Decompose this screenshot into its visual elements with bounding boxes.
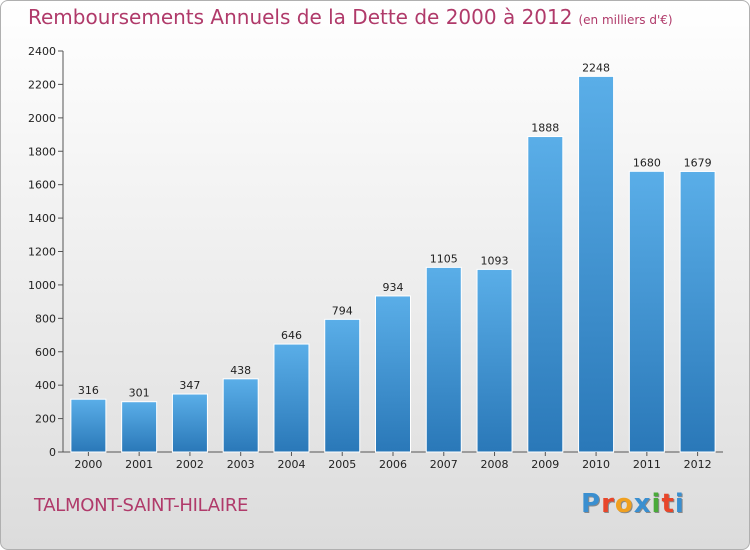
logo-letter: P: [581, 489, 602, 519]
y-tick-label: 400: [35, 379, 56, 392]
bar-value-label: 646: [281, 329, 302, 342]
bar-value-label: 1680: [633, 156, 661, 169]
bar-value-label: 794: [332, 304, 353, 317]
chart-title-text: Remboursements Annuels de la Dette de 20…: [28, 5, 573, 29]
x-tick-label: 2008: [481, 458, 509, 471]
y-tick-label: 1200: [28, 246, 56, 259]
bar-value-label: 1888: [531, 122, 559, 135]
y-tick-label: 1800: [28, 145, 56, 158]
x-tick-label: 2001: [125, 458, 153, 471]
bar-value-label: 1105: [430, 252, 458, 265]
bar: [121, 401, 158, 453]
x-tick-label: 2012: [684, 458, 712, 471]
x-tick-label: 2007: [430, 458, 458, 471]
bar-value-label: 347: [179, 379, 200, 392]
y-tick-label: 2400: [28, 45, 56, 58]
y-tick-label: 600: [35, 346, 56, 359]
bar: [578, 75, 615, 453]
x-tick-label: 2006: [379, 458, 407, 471]
logo-letter: r: [601, 489, 615, 519]
logo-letter: x: [633, 489, 652, 519]
y-tick-label: 800: [35, 312, 56, 325]
x-tick-label: 2004: [277, 458, 305, 471]
x-tick-label: 2010: [582, 458, 610, 471]
proxiti-logo: Proxiti: [581, 489, 685, 519]
logo-letter: t: [661, 489, 675, 519]
logo-letter: i: [674, 489, 685, 519]
bar: [476, 268, 513, 453]
y-tick-label: 2200: [28, 78, 56, 91]
y-tick-label: 1000: [28, 279, 56, 292]
x-tick-label: 2002: [176, 458, 204, 471]
bar: [273, 343, 310, 453]
bar-value-label: 2248: [582, 61, 610, 74]
x-tick-label: 2005: [328, 458, 356, 471]
bar: [679, 170, 716, 453]
bar-value-label: 301: [129, 387, 150, 400]
x-tick-label: 2009: [531, 458, 559, 471]
x-tick-label: 2000: [74, 458, 102, 471]
bar-value-label: 316: [78, 384, 99, 397]
bar: [527, 136, 564, 453]
x-tick-label: 2011: [633, 458, 661, 471]
logo-letter: o: [614, 489, 634, 519]
bar: [171, 393, 208, 453]
logo-letter: i: [651, 489, 662, 519]
y-tick-label: 0: [49, 446, 56, 459]
bar: [628, 170, 665, 453]
axes: 0 200 400 600 800 1000 1200 1400 1600 1800 2000 220…: [28, 45, 723, 459]
y-tick-label: 200: [35, 413, 56, 426]
city-name: TALMONT-SAINT-HILAIRE: [34, 495, 249, 516]
bar-value-label: 1093: [481, 254, 509, 267]
bar: [425, 266, 462, 453]
y-tick-label: 1600: [28, 179, 56, 192]
bars: 316 2000 301 2001 347 2002 438 2003 646 2004 794 20…: [70, 61, 716, 471]
y-tick-label: 1400: [28, 212, 56, 225]
bar: [324, 318, 361, 453]
bar-value-label: 934: [383, 281, 404, 294]
bar-value-label: 438: [230, 364, 251, 377]
y-tick-label: 2000: [28, 112, 56, 125]
bar: [70, 398, 107, 453]
bar: [222, 378, 259, 453]
bar-value-label: 1679: [684, 156, 712, 169]
bar: [375, 295, 411, 453]
x-tick-label: 2003: [227, 458, 255, 471]
chart-unit: (en milliers d'€): [578, 13, 673, 27]
chart-title: Remboursements Annuels de la Dette de 20…: [28, 5, 673, 29]
